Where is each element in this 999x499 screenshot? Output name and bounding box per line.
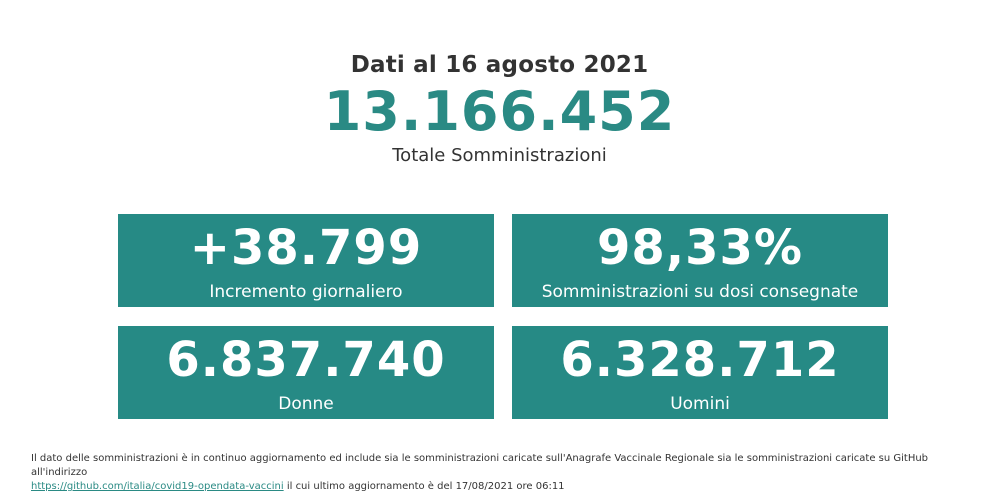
daily-increment-label: Incremento giornaliero [209,282,403,302]
women-label: Donne [278,394,334,414]
total-administrations-value: 13.166.452 [323,80,676,143]
footnote: Il dato delle somministrazioni è in cont… [31,452,981,494]
daily-increment-value: +38.799 [189,220,423,276]
men-tile: 6.328.712 Uomini [512,326,888,419]
total-administrations-label: Totale Somministrazioni [392,145,607,166]
delivered-ratio-value: 98,33% [597,220,803,276]
footnote-text-after: il cui ultimo aggiornamento è del 17/08/… [286,481,565,492]
women-tile: 6.837.740 Donne [118,326,494,419]
delivered-ratio-label: Somministrazioni su dosi consegnate [541,282,859,302]
men-value: 6.328.712 [560,332,840,388]
date-title: Dati al 16 agosto 2021 [350,52,649,78]
men-label: Uomini [670,394,730,414]
github-link[interactable]: https://github.com/italia/covid19-openda… [31,481,284,492]
women-value: 6.837.740 [166,332,446,388]
daily-increment-tile: +38.799 Incremento giornaliero [118,214,494,307]
delivered-ratio-tile: 98,33% Somministrazioni su dosi consegna… [512,214,888,307]
footnote-text-before: Il dato delle somministrazioni è in cont… [31,453,929,478]
